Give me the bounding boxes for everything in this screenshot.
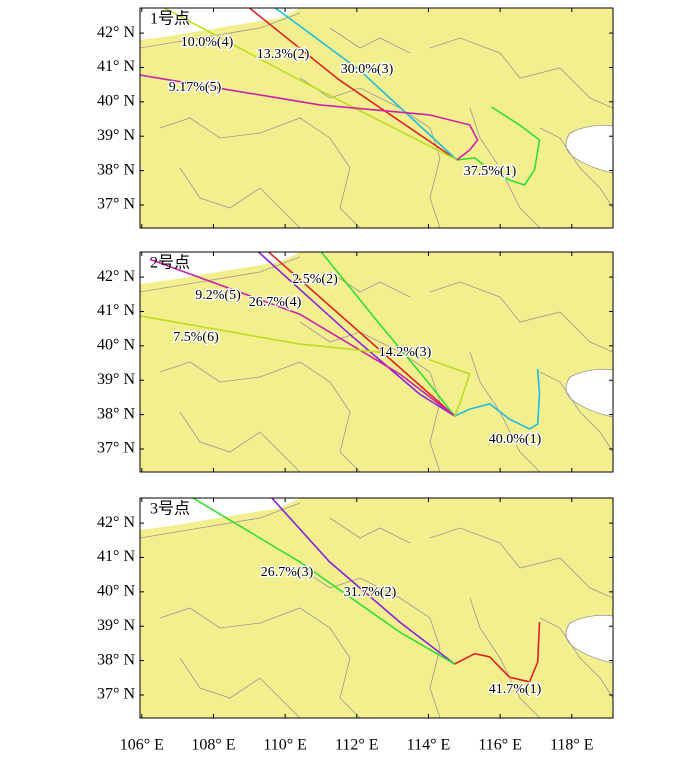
lat-tick-label: 39° N [97, 371, 135, 388]
trajectory-label: 41.7%(1) [489, 682, 542, 697]
lat-tick-label: 37° N [97, 196, 135, 213]
boundary [539, 617, 613, 699]
land [140, 252, 613, 472]
trajectory-label: 37.5%(1) [464, 164, 517, 179]
trajectory [248, 8, 458, 161]
trajectory-label: 14.2%(3) [379, 345, 432, 360]
panel-title: 1号点 [150, 10, 190, 28]
panel-frame [139, 497, 614, 719]
panel-frame [139, 251, 614, 473]
map-panel: 40.0%(1) 2.5%(2) 14.2%(3) 26.7%(4) 9.2%(5) 7.… [97, 251, 614, 473]
boundary [179, 411, 301, 472]
lat-tick-label: 37° N [97, 686, 135, 703]
trajectory [140, 74, 479, 161]
lat-tick-label: 40° N [97, 337, 135, 354]
lat-tick-label: 41° N [97, 548, 135, 565]
boundary [429, 37, 613, 109]
boundary [179, 167, 301, 228]
trajectory [454, 622, 541, 683]
trajectory-label: 7.5%(6) [173, 330, 219, 345]
trajectory-label: 31.7%(2) [344, 585, 397, 600]
boundary [159, 361, 361, 472]
lon-tick-label: 112° E [335, 737, 379, 754]
trajectory-label: 9.2%(5) [195, 288, 241, 303]
boundary [469, 107, 541, 228]
map-content: 37.5%(1) 13.3%(2) 30.0%(3) 10.0%(4) 9.17%(5)… [140, 8, 613, 228]
lon-tick-label: 106° E [120, 737, 164, 754]
trajectory-label: 40.0%(1) [489, 432, 542, 447]
panel-title: 2号点 [150, 254, 190, 272]
map-content: 40.0%(1) 2.5%(2) 14.2%(3) 26.7%(4) 9.2%(5) 7.… [140, 252, 613, 472]
land [140, 498, 613, 718]
trajectory [456, 106, 541, 186]
panel-title: 3号点 [150, 500, 190, 518]
lat-tick-label: 37° N [97, 440, 135, 457]
panel-frame [139, 7, 614, 229]
boundary [140, 502, 301, 539]
lat-tick-label: 42° N [97, 268, 135, 285]
boundary [140, 12, 301, 49]
lat-tick-label: 41° N [97, 58, 135, 75]
land [140, 8, 613, 228]
lat-tick-label: 38° N [97, 405, 135, 422]
trajectory-label: 26.7%(4) [249, 295, 302, 310]
boundary [179, 657, 301, 718]
trajectory-label: 2.5%(2) [292, 272, 338, 287]
trajectory [270, 498, 456, 665]
trajectory-label: 26.7%(3) [261, 565, 314, 580]
lon-tick-label: 118° E [550, 737, 594, 754]
lon-tick-label: 114° E [407, 737, 451, 754]
lat-tick-label: 41° N [97, 302, 135, 319]
map-content: 41.7%(1) 31.7%(2) 26.7%(3) 3号点 [140, 498, 613, 718]
trajectory [162, 8, 458, 161]
trajectory-label: 10.0%(4) [181, 35, 234, 50]
boundary [299, 77, 441, 228]
trajectory [149, 258, 456, 417]
lon-tick-label: 108° E [191, 737, 235, 754]
boundary [159, 117, 361, 228]
map-panel: 37.5%(1) 13.3%(2) 30.0%(3) 10.0%(4) 9.17%(5)… [97, 7, 614, 229]
boundary [469, 597, 541, 718]
lat-tick-label: 40° N [97, 93, 135, 110]
trajectory-label: 30.0%(3) [341, 62, 394, 77]
lat-tick-label: 39° N [97, 127, 135, 144]
boundary [329, 27, 411, 54]
trajectory [274, 8, 458, 161]
boundary [329, 517, 411, 544]
sea [140, 252, 300, 284]
lon-tick-label: 110° E [263, 737, 307, 754]
trajectory [140, 315, 471, 417]
boundary [539, 127, 613, 209]
boundary [299, 321, 441, 472]
lon-tick-label: 116° E [478, 737, 522, 754]
lat-tick-label: 38° N [97, 161, 135, 178]
trajectory-label: 13.3%(2) [257, 47, 310, 62]
boundary [159, 607, 361, 718]
lat-tick-label: 40° N [97, 583, 135, 600]
lat-tick-label: 42° N [97, 24, 135, 41]
map-panel: 41.7%(1) 31.7%(2) 26.7%(3) 3号点 37° N 38° N 39°… [97, 497, 614, 719]
boundary [539, 371, 613, 453]
trajectory [267, 252, 456, 417]
boundary [429, 281, 613, 353]
lat-tick-label: 38° N [97, 651, 135, 668]
trajectory-label: 9.17%(5) [169, 80, 222, 95]
boundary [140, 256, 301, 293]
trajectory [191, 498, 456, 665]
boundary [429, 527, 613, 599]
trajectory [454, 368, 541, 430]
lat-tick-label: 42° N [97, 514, 135, 531]
lat-tick-label: 39° N [97, 617, 135, 634]
